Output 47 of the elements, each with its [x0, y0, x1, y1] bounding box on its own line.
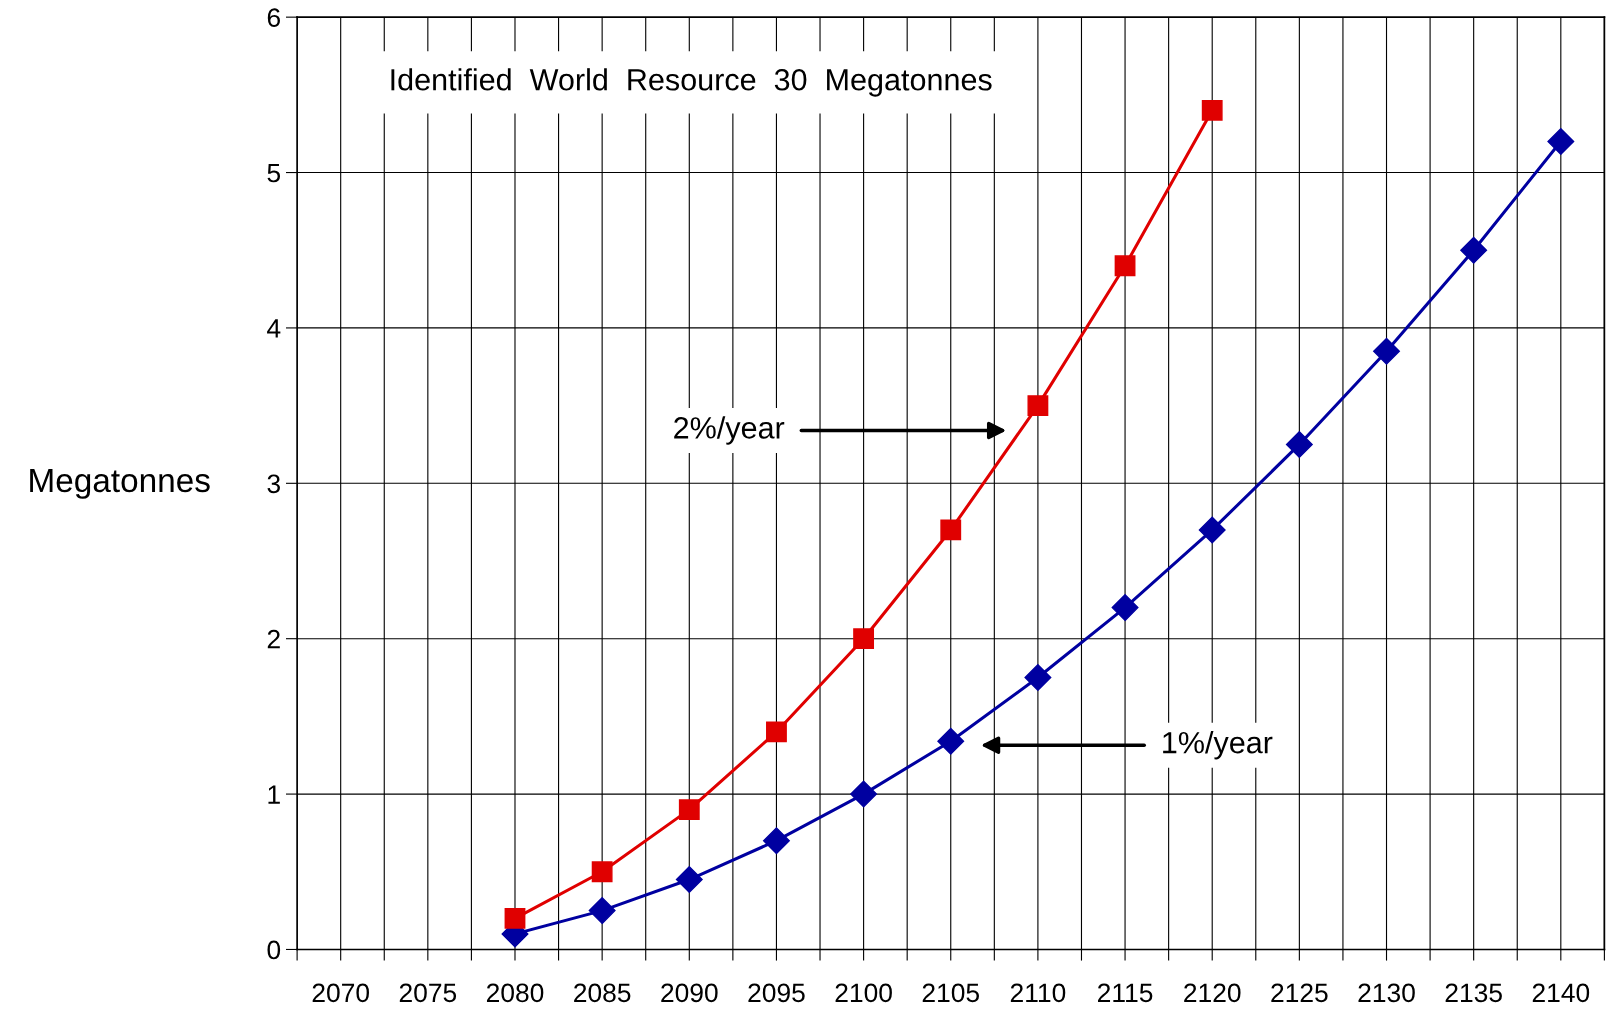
x-tick-label: 2095: [748, 983, 805, 1003]
point: [1547, 127, 1575, 155]
annotation: 1%/year: [1163, 731, 1273, 760]
point: [1024, 664, 1052, 692]
y-tick-label: 3: [267, 474, 280, 494]
y-axis-title: Megatonnes: [30, 469, 210, 499]
x-tick-label: 2110: [1010, 983, 1066, 1003]
x-tick-label: 2120: [1184, 983, 1241, 1003]
point: [1114, 255, 1136, 277]
x-tick-label: 2140: [1532, 983, 1590, 1003]
point: [766, 721, 787, 743]
point: [1373, 337, 1400, 365]
x-tick-label: 2115: [1098, 983, 1153, 1003]
point: [678, 799, 700, 821]
point: [937, 727, 965, 755]
point: [1111, 594, 1139, 622]
x-tick-label: 2100: [835, 983, 892, 1003]
text: Identified World Resource 30 Megatonnes: [391, 68, 992, 97]
point: [675, 866, 703, 894]
point: [850, 780, 878, 808]
point: [1460, 236, 1488, 264]
y-tick-label: 5: [267, 163, 281, 183]
point: [1285, 431, 1313, 458]
point: [1201, 99, 1223, 121]
x-tick-label: 2125: [1271, 983, 1328, 1003]
x-tick-label: 2105: [922, 983, 979, 1003]
x-tick-label: 2130: [1358, 983, 1415, 1003]
point: [588, 897, 616, 925]
x-tick-label: 2075: [399, 983, 457, 1003]
y-tick-label: 0: [267, 940, 281, 960]
y-tick-label: 1: [268, 785, 280, 804]
annotation: 2%/year: [674, 416, 785, 445]
point: [504, 907, 526, 929]
point: [940, 519, 962, 541]
x-tick-label: 2135: [1445, 983, 1502, 1003]
y-tick-label: 6: [267, 8, 280, 27]
point: [762, 827, 790, 855]
x-tick-label: 2080: [486, 983, 544, 1003]
point: [1027, 395, 1049, 417]
x-tick-label: 2090: [661, 983, 718, 1003]
x-tick-label: 2070: [312, 983, 370, 1003]
point: [591, 861, 613, 883]
point: [1198, 516, 1226, 544]
y-tick-label: 4: [267, 319, 281, 338]
x-tick-label: 2085: [574, 983, 631, 1003]
y-tick-label: 2: [267, 629, 280, 649]
point: [853, 628, 875, 650]
